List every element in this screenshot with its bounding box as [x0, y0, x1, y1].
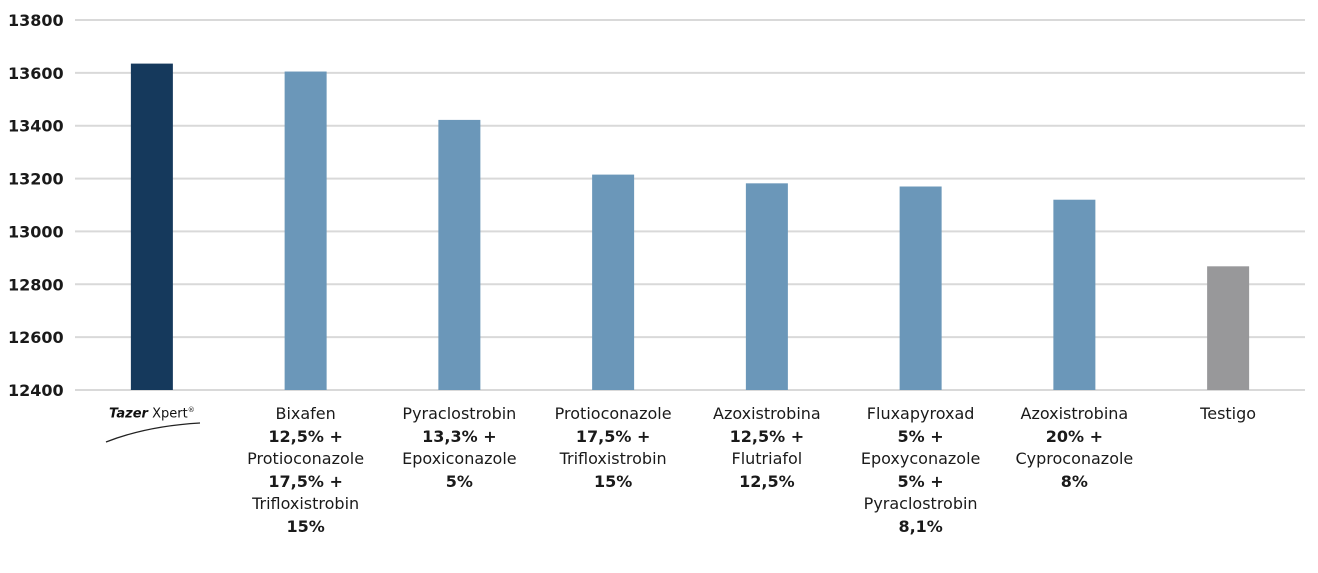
category-label-line: Pyraclostrobin — [863, 494, 978, 514]
category-label-line: Epoxiconazole — [402, 449, 517, 469]
bar — [745, 183, 788, 390]
category-label-line: 8,1% — [898, 516, 943, 536]
x-category-label: Azoxistrobina 20% + Cyproconazole 8% — [989, 403, 1159, 493]
category-label-line: Epoxyconazole — [860, 449, 981, 469]
category-label-line: Testigo — [1200, 404, 1257, 423]
gridlines — [75, 19, 1305, 391]
x-category-label: Pyraclostrobin 13,3% + Epoxiconazole 5% — [374, 403, 544, 493]
x-category-label: Azoxistrobina 12,5% + Flutriafol 12,5% — [682, 403, 852, 493]
y-tick-label: 12600 — [8, 328, 64, 347]
bar — [899, 186, 942, 390]
category-label-line: 12,5% — [739, 471, 795, 491]
category-label-line: Pyraclostrobin — [402, 404, 517, 423]
category-label-line: Cyproconazole — [1015, 449, 1134, 469]
logo-brand: Tazer — [109, 406, 148, 422]
category-label-line: 12,5% + — [729, 426, 805, 446]
category-label-line: 8% — [1060, 471, 1088, 491]
category-label-line: 20% + — [1045, 426, 1104, 446]
logo-model: Xpert — [147, 406, 188, 422]
category-label-line: 17,5% + — [575, 426, 651, 446]
category-label-line: Protioconazole — [247, 449, 365, 469]
category-label-line: 13,3% + — [422, 426, 497, 446]
bars — [130, 63, 1250, 391]
category-label-line: Azoxistrobina — [1020, 404, 1129, 423]
y-tick-label: 13600 — [8, 64, 64, 83]
y-tick-label: 13000 — [8, 222, 64, 241]
y-tick-label: 13200 — [8, 170, 64, 189]
category-label-line: Bixafen — [275, 404, 336, 423]
category-label-line: 17,5% + — [268, 471, 343, 491]
x-category-label: Protioconazole 17,5% + Trifloxistrobin 15% — [528, 403, 698, 493]
category-label-line: 5% + — [897, 426, 944, 446]
category-label-line: 5% + — [897, 471, 944, 491]
logo-registered-mark: ® — [187, 406, 195, 414]
bar — [284, 71, 327, 391]
category-label-line: 5% — [445, 471, 473, 491]
tazer-xpert-logo: Tazer Xpert® — [92, 406, 212, 450]
category-label-line: Azoxistrobina — [713, 404, 821, 423]
y-tick-label: 13800 — [8, 11, 64, 30]
category-label-line: Protioconazole — [554, 404, 672, 423]
category-label-line: Trifloxistrobin — [252, 494, 360, 514]
y-tick-label: 12800 — [8, 275, 64, 294]
y-tick-label: 13400 — [8, 117, 64, 136]
x-category-label: Testigo — [1143, 403, 1313, 426]
category-label-line: Fluxapyroxad — [866, 404, 975, 423]
category-label-line: 12,5% + — [268, 426, 343, 446]
y-axis-ticks: 12400 12600 12800 13000 13200 13400 13600 13800 — [8, 11, 64, 400]
logo-wordmark: Tazer Xpert® — [92, 406, 212, 421]
category-label-line: 15% — [286, 516, 325, 536]
bar — [1207, 266, 1250, 390]
category-label-line: Flutriafol — [731, 449, 803, 469]
logo-swoosh-icon — [105, 422, 200, 443]
x-category-label: Fluxapyroxad 5% + Epoxyconazole 5% + Pyraclo… — [836, 403, 1006, 539]
bar — [438, 119, 481, 391]
category-label-line: 15% — [593, 471, 633, 491]
category-label-line: Trifloxistrobin — [559, 449, 667, 469]
bar — [592, 174, 635, 390]
y-tick-label: 12400 — [8, 381, 64, 400]
bar — [130, 63, 173, 390]
bar — [1053, 199, 1096, 390]
x-category-label: Bixafen 12,5% + Protioconazole 17,5% + Trifl… — [221, 403, 391, 539]
